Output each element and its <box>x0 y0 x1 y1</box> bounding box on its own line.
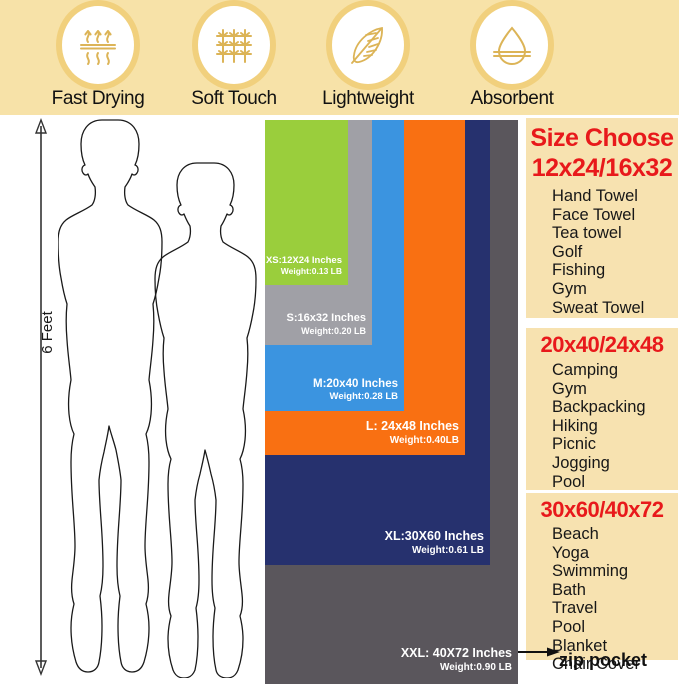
size-name: S:16x32 Inches <box>286 312 367 324</box>
height-ruler: 6 Feet <box>30 118 56 676</box>
list-item: Pool <box>552 472 586 491</box>
feather-icon <box>332 6 404 84</box>
size-name: XXL: 40X72 Inches <box>400 645 512 660</box>
water-drop-icon <box>476 6 548 84</box>
male-silhouette <box>57 119 163 673</box>
feature-lightweight: Lightweight <box>318 6 418 110</box>
size-block-m-text: M:20x40 Inches Weight:0.28 LB <box>313 377 398 403</box>
feature-absorbent: Absorbent <box>462 6 562 110</box>
size-block-xxl-text: XXL: 40X72 Inches Weight:0.90 LB <box>401 646 512 674</box>
list-item: Beach <box>552 525 599 543</box>
panel-title: 12x24/16x32 <box>531 154 673 182</box>
list-item: Hiking <box>552 416 598 435</box>
feature-label: Absorbent <box>470 88 554 109</box>
panel-title: 30x60/40x72 <box>540 497 664 522</box>
list-item: Blanket <box>552 636 608 655</box>
female-silhouette <box>154 162 257 679</box>
list-item: Sweat Towel <box>552 298 645 317</box>
size-weight: Weight:0.61 LB <box>411 544 484 556</box>
zip-pocket-label: zip pocket <box>559 650 648 670</box>
list-item: Yoga <box>552 543 590 562</box>
list-item: Jogging <box>552 453 610 472</box>
size-weight: Weight:0.40LB <box>389 434 459 446</box>
list-item: Camping <box>552 361 619 379</box>
size-weight: Weight:0.90 LB <box>439 661 512 673</box>
list-item: Pool <box>552 617 586 636</box>
list-item: Swimming <box>552 562 629 581</box>
size-block-xl-text: XL:30X60 Inches Weight:0.61 LB <box>385 529 484 557</box>
ruler-label: 6 Feet <box>38 311 56 354</box>
panel-use-list: Hand Towel Face Towel Tea towel Golf Fis… <box>526 187 678 317</box>
panel-use-list: Beach Yoga Swimming Bath Travel Pool Bla… <box>526 525 678 674</box>
list-item: Face Towel <box>552 205 636 224</box>
size-name: M:20x40 Inches <box>312 377 398 390</box>
list-item: Gym <box>552 279 587 298</box>
person-silhouettes <box>57 118 263 679</box>
list-item: Golf <box>552 242 583 261</box>
panel-size-choose: Size Choose 12x24/16x32 Hand Towel Face … <box>526 118 678 318</box>
size-block-l-text: L: 24x48 Inches Weight:0.40LB <box>366 419 459 447</box>
list-item: Hand Towel <box>552 187 638 205</box>
fast-drying-icon <box>62 6 134 84</box>
list-item: Travel <box>552 599 598 618</box>
size-weight: Weight:0.20 LB <box>301 325 366 336</box>
list-item: Gym <box>552 379 587 398</box>
feature-label: Fast Drying <box>51 88 145 109</box>
feature-label: Lightweight <box>322 88 414 109</box>
list-item: Chair Cover <box>552 655 641 674</box>
list-item: Picnic <box>552 435 597 454</box>
size-name: XS:12X24 Inches <box>265 254 342 266</box>
size-name: XL:30X60 Inches <box>384 528 484 543</box>
list-item: Backpacking <box>552 398 646 417</box>
feature-soft-touch: Soft Touch <box>184 6 284 110</box>
size-name: L: 24x48 Inches <box>365 418 459 433</box>
size-block-s-text: S:16x32 Inches Weight:0.20 LB <box>287 312 367 337</box>
feature-fast-drying: Fast Drying <box>48 6 148 110</box>
panel-title: 20x40/24x48 <box>540 332 664 357</box>
size-weight: Weight:0.13 LB <box>280 266 342 277</box>
size-block-xs-text: XS:12X24 Inches Weight:0.13 LB <box>266 255 342 278</box>
panel-heading: Size Choose <box>530 124 674 152</box>
double-headed-arrow-icon <box>34 118 48 676</box>
size-weight: Weight:0.28 LB <box>329 391 398 403</box>
panel-mid-sizes: 20x40/24x48 Camping Gym Backpacking Hiki… <box>526 328 678 491</box>
panel-use-list: Camping Gym Backpacking Hiking Picnic Jo… <box>526 361 678 491</box>
list-item: Bath <box>552 580 586 599</box>
panel-large-sizes: 30x60/40x72 Beach Yoga Swimming Bath Tra… <box>526 493 678 673</box>
feature-banner: Fast Drying Soft Touch <box>0 0 679 115</box>
soft-touch-icon <box>198 6 270 84</box>
size-block-xs: XS:12X24 Inches Weight:0.13 LB <box>265 120 348 285</box>
list-item: Tea towel <box>552 224 622 243</box>
list-item: Fishing <box>552 261 606 280</box>
feature-label: Soft Touch <box>191 88 277 109</box>
